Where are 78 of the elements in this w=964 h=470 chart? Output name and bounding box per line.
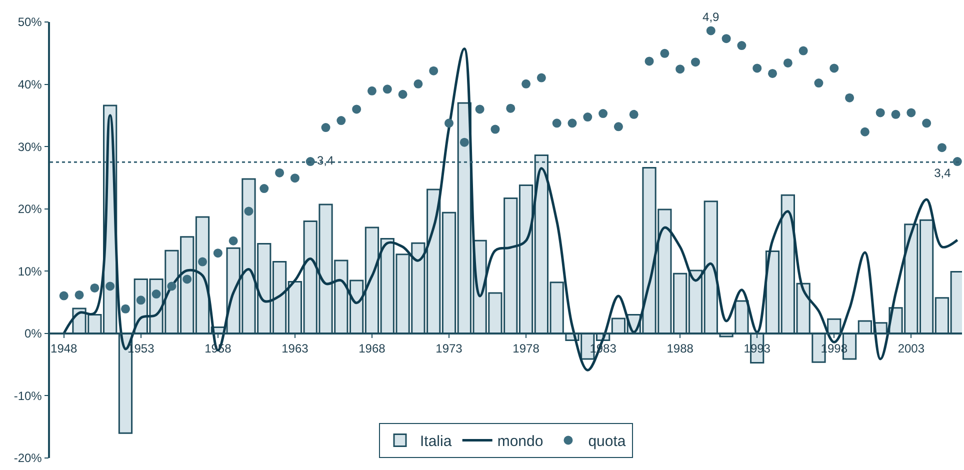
point [152, 290, 161, 299]
data-label: 4,9 [702, 10, 720, 24]
point [568, 118, 577, 128]
point [722, 34, 731, 44]
point [59, 291, 68, 300]
point [475, 104, 484, 114]
point [830, 64, 839, 73]
x-tick-label: 1978 [512, 342, 540, 356]
point [676, 64, 685, 74]
point [398, 90, 408, 99]
point [336, 116, 346, 126]
legend-label: mondo [497, 433, 544, 450]
point [660, 48, 670, 58]
point [922, 118, 932, 128]
x-tick-label: 1968 [358, 342, 386, 356]
point [706, 26, 716, 36]
point [814, 78, 824, 88]
point [845, 93, 854, 102]
point [644, 56, 654, 66]
point [367, 86, 376, 96]
point [891, 110, 900, 119]
point [906, 108, 916, 118]
legend-label: Italia [420, 433, 452, 450]
point [74, 290, 84, 300]
x-tick-label: 1973 [436, 342, 463, 356]
point [522, 79, 531, 88]
point [737, 41, 746, 50]
point [552, 118, 562, 128]
point [106, 282, 115, 291]
y-tick-label: 40% [18, 77, 42, 92]
point [783, 58, 792, 68]
point [690, 58, 700, 67]
point [90, 283, 100, 292]
point [876, 108, 885, 118]
point [228, 236, 238, 246]
point [120, 304, 130, 314]
point [213, 248, 222, 258]
y-tick-label: 20% [18, 202, 42, 216]
point [444, 118, 454, 128]
point [629, 110, 638, 119]
point [490, 124, 500, 134]
point [506, 104, 516, 113]
data-label: 3,4 [934, 166, 952, 180]
point [598, 109, 608, 118]
point [352, 104, 362, 114]
point [768, 68, 778, 78]
point [198, 257, 208, 266]
point [167, 282, 176, 291]
point [429, 66, 438, 76]
point [275, 168, 284, 178]
point [460, 138, 469, 147]
point [798, 46, 808, 56]
x-tick-label: 1963 [282, 342, 309, 356]
point [860, 127, 870, 136]
point [260, 184, 269, 194]
y-tick-label: -10% [14, 388, 42, 403]
point [536, 73, 546, 82]
point [414, 79, 423, 88]
point [752, 64, 762, 73]
point [290, 174, 300, 183]
point [937, 143, 946, 152]
y-tick-label: 50% [18, 15, 42, 30]
legend-label: quota [588, 433, 626, 450]
point [136, 296, 146, 305]
x-tick-label: 1988 [666, 342, 694, 356]
x-tick-label: 1948 [50, 342, 78, 356]
x-tick-label: 2003 [898, 342, 925, 356]
point [952, 157, 962, 166]
y-tick-label: 0% [24, 326, 42, 341]
point [614, 122, 623, 132]
y-tick-label: 30% [18, 140, 42, 154]
point [321, 123, 330, 132]
y-tick-label: -20% [14, 451, 42, 466]
y-tick-label: 10% [18, 264, 42, 278]
point [182, 274, 192, 284]
point [244, 206, 254, 216]
point [583, 112, 592, 122]
point [382, 84, 392, 94]
